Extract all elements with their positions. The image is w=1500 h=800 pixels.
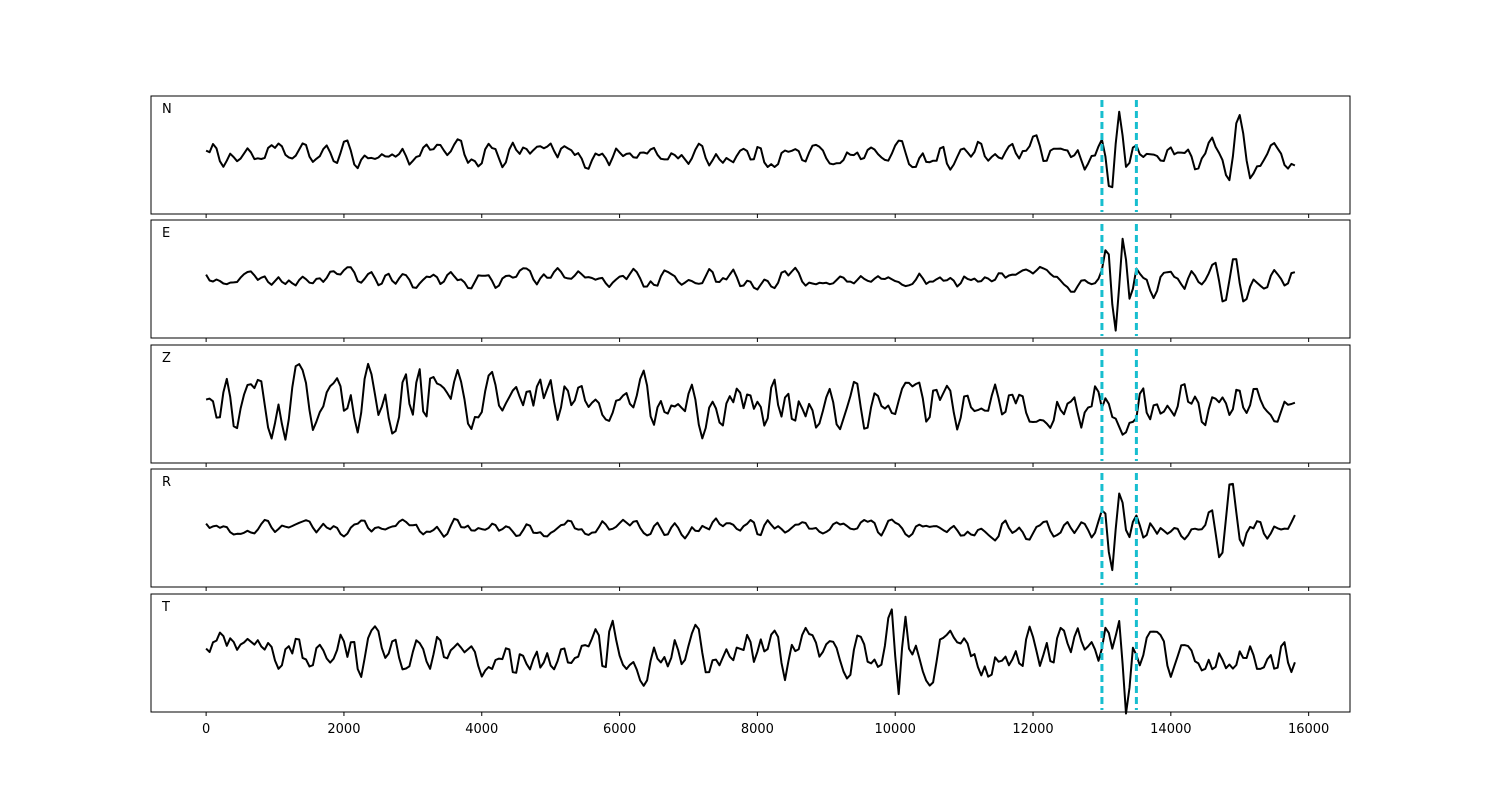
x-tick-label: 2000	[327, 722, 360, 737]
x-tick-label: 16000	[1288, 722, 1329, 737]
x-tick-label: 10000	[875, 722, 916, 737]
panel-frame	[150, 95, 1351, 215]
panel-t: T	[150, 593, 1351, 716]
panel-label: N	[162, 102, 172, 117]
panel-r: R	[150, 468, 1351, 591]
x-tick-label: 6000	[603, 722, 636, 737]
trace-n	[205, 110, 1296, 189]
panel-e: E	[150, 219, 1351, 342]
x-tick-label: 4000	[465, 722, 498, 737]
x-tick-label: 14000	[1150, 722, 1191, 737]
trace-t	[205, 608, 1296, 715]
trace-z	[205, 362, 1296, 441]
panel-z: Z	[150, 344, 1351, 467]
panel-n: N	[150, 95, 1351, 218]
panel-label: T	[161, 600, 170, 615]
panel-frame	[150, 344, 1351, 464]
panel-frame	[150, 593, 1351, 713]
x-tick-label: 12000	[1012, 722, 1053, 737]
panel-frame	[150, 219, 1351, 339]
panel-frame	[150, 468, 1351, 588]
panel-label: E	[162, 226, 170, 241]
trace-e	[205, 237, 1296, 332]
panel-label: Z	[162, 351, 171, 366]
trace-r	[205, 482, 1296, 572]
trace-panels: N E Z R T	[150, 95, 1351, 716]
panel-label: R	[162, 475, 171, 490]
x-tick-label: 8000	[741, 722, 774, 737]
x-tick-label: 0	[202, 722, 210, 737]
x-axis: 0 2000 4000 6000 8000 10000 12000 14000 16000	[202, 722, 1329, 737]
